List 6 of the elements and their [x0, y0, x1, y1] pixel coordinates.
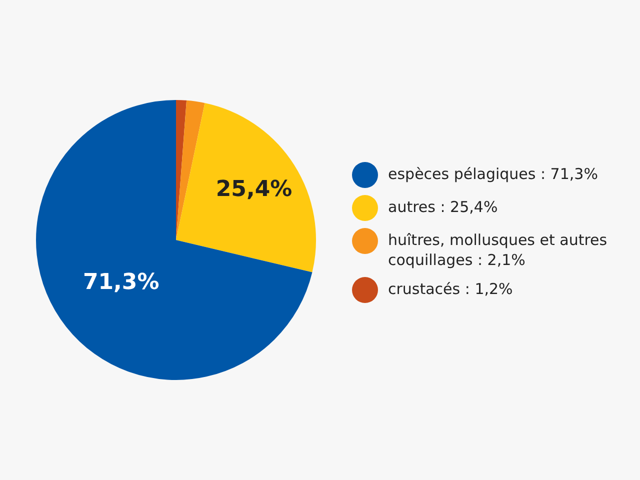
- legend-label: crustacés : 1,2%: [388, 279, 513, 299]
- data-label: 71,3%: [82, 270, 160, 296]
- legend-label: huîtres, mollusques et autres coquillages : 2,1%: [388, 230, 608, 270]
- legend-label: espèces pélagiques : 71,3%: [388, 164, 598, 184]
- legend-label: autres : 25,4%: [388, 197, 498, 217]
- data-label: 25,4%: [216, 177, 292, 202]
